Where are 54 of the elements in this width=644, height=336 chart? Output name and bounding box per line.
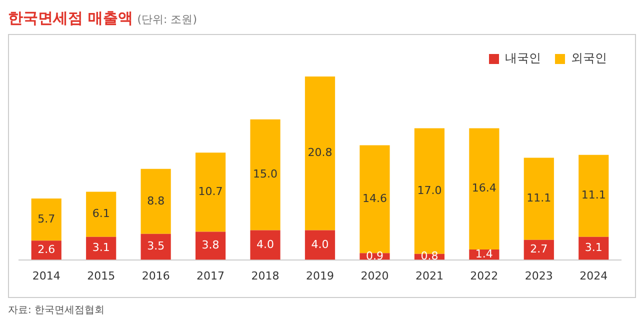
data-label: 16.4 — [472, 182, 496, 195]
data-label: 10.7 — [198, 185, 223, 198]
data-label: 3.5 — [147, 240, 165, 253]
data-label: 5.7 — [38, 212, 56, 226]
bar — [524, 240, 554, 260]
x-tick-label: 2016 — [142, 269, 170, 282]
data-label: 2.6 — [38, 243, 56, 256]
x-tick-label: 2023 — [524, 269, 553, 282]
bar — [304, 76, 336, 230]
data-label: 17.0 — [417, 184, 442, 197]
data-label: 0.9 — [366, 249, 384, 262]
text: 자료: 한국면세점협회 — [8, 304, 106, 317]
data-label: 14.6 — [362, 192, 387, 206]
data-label: 3.1 — [92, 241, 110, 254]
x-tick-label: 2018 — [251, 269, 280, 282]
x-tick-label: 2017 — [196, 269, 225, 282]
data-label: 15.0 — [253, 168, 278, 181]
bar — [86, 236, 116, 260]
data-label: 4.0 — [256, 238, 274, 251]
data-label: 1.4 — [475, 247, 493, 260]
data-label: 3.1 — [584, 241, 602, 254]
bar — [195, 152, 226, 232]
legend-label: 외국인 — [571, 51, 607, 66]
bar — [524, 158, 554, 240]
bar — [250, 119, 280, 230]
chart-title: 한국면세점 매출액 — [8, 9, 134, 27]
data-label: 20.8 — [308, 146, 332, 160]
bar — [31, 198, 62, 241]
bar — [304, 230, 336, 260]
bar — [140, 234, 171, 260]
data-label: 0.8 — [420, 250, 438, 263]
bar — [86, 192, 116, 237]
data-label: 4.0 — [311, 238, 329, 251]
x-tick-label: 2021 — [415, 269, 444, 282]
data-label: 3.8 — [202, 238, 220, 252]
data-label: 6.1 — [92, 207, 110, 220]
data-label: 11.1 — [526, 192, 552, 205]
x-tick-label: 2014 — [32, 269, 60, 282]
data-label: 11.1 — [581, 188, 606, 202]
bar — [578, 236, 609, 260]
bar — [195, 232, 226, 260]
legend-label: 내국인 — [505, 51, 541, 66]
x-tick-label: 2024 — [580, 269, 608, 282]
bar — [250, 230, 280, 260]
x-tick-label: 2022 — [470, 269, 498, 282]
x-tick-label: 2019 — [306, 269, 334, 282]
x-tick-label: 2015 — [87, 269, 116, 282]
chart-subtitle: (단위: 조원) — [137, 13, 198, 26]
bar — [469, 128, 500, 250]
bar — [140, 168, 171, 234]
data-label: 8.8 — [147, 194, 165, 208]
data-label: 2.7 — [530, 242, 548, 256]
bar — [578, 154, 609, 237]
x-tick-label: 2020 — [360, 269, 389, 282]
